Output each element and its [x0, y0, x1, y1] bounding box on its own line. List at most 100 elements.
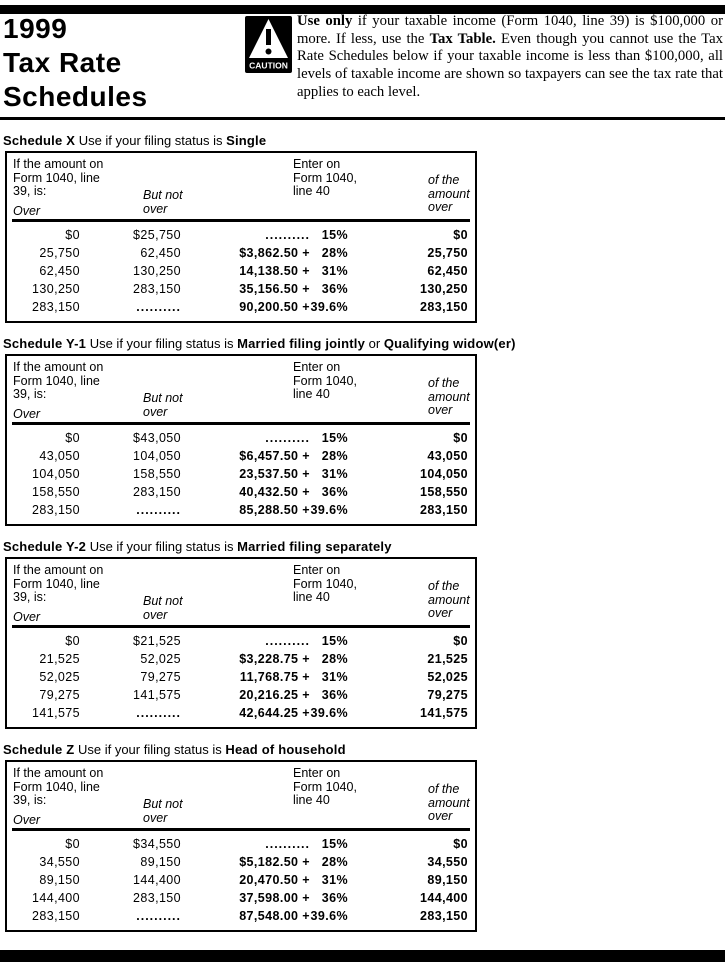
header-line: over [143, 404, 168, 419]
cell-tax-base: 90,200.50 + [239, 300, 310, 314]
cell-but-not-over: 52,025 [140, 652, 181, 666]
cell-over: 141,575 [32, 706, 80, 720]
cell-but-not-over: $34,550 [133, 837, 181, 851]
text-segment: Married filing jointly [237, 336, 366, 351]
header-line: Form 1040, line [13, 779, 100, 794]
tax-bracket-row: 25,750 62,450 $3,862.50 + 28% 25,750 [7, 244, 475, 262]
header-line: Enter on [293, 563, 341, 577]
header-line: over [143, 607, 168, 622]
column-header-amount-over: of the amount over [428, 579, 470, 621]
header-line: Form 1040, line [13, 373, 100, 388]
tax-bracket-row: 62,450 130,250 14,138.50 + 31% 62,450 [7, 262, 475, 280]
cell-tax-base: 42,644.25 + [239, 706, 310, 720]
text-segment: Single [226, 133, 267, 148]
cell-tax-base: $5,182.50 + [239, 855, 310, 869]
tax-bracket-row: $0 $34,550.......... 15% $0 [7, 835, 475, 853]
cell-tax-base: 35,156.50 + [239, 282, 310, 296]
header-line: Form 1040, [293, 170, 357, 185]
text-segment: Use if your filing status is [75, 133, 227, 148]
schedule-section: Schedule Y-1 Use if your filing status i… [0, 337, 725, 526]
text-segment: Use if your filing status is [74, 742, 226, 757]
header-line: amount [428, 389, 470, 404]
tax-rate-table: If the amount on Form 1040, line 39, is:… [5, 151, 477, 323]
cell-tax-rate: 39.6% [310, 300, 348, 314]
schedule-section: Schedule Y-2 Use if your filing status i… [0, 540, 725, 729]
header-rule [12, 219, 470, 222]
schedule-title: Schedule Y-1 Use if your filing status i… [0, 337, 725, 351]
header-line: of the [428, 579, 460, 593]
cell-over: 52,025 [39, 670, 80, 684]
schedule-title: Schedule Y-2 Use if your filing status i… [0, 540, 725, 554]
column-header-but-not-over: But not over [143, 188, 183, 216]
cell-tax-rate: 39.6% [310, 706, 348, 720]
column-header-enter-on: Enter on Form 1040, line 40 [293, 360, 357, 402]
cell-amount-over: 283,150 [420, 300, 468, 314]
cell-over: 79,275 [39, 688, 80, 702]
tax-rate-table: If the amount on Form 1040, line 39, is:… [5, 557, 477, 729]
column-header-over: If the amount on Form 1040, line 39, is:… [13, 360, 103, 421]
header-line: line 40 [293, 793, 330, 807]
cell-amount-over: 62,450 [427, 264, 468, 278]
page-title-line: 1999 [3, 13, 68, 44]
column-header-but-not-over: But not over [143, 797, 183, 825]
cell-tax-base: 40,432.50 + [239, 485, 310, 499]
header-line: Form 1040, line [13, 576, 100, 591]
schedule-title: Schedule X Use if your filing status is … [0, 134, 725, 148]
header-line: amount [428, 795, 470, 810]
header-line: Enter on [293, 157, 341, 171]
header-line: 39, is: [13, 590, 47, 604]
column-header-enter-on: Enter on Form 1040, line 40 [293, 766, 357, 808]
cell-tax-base: 20,470.50 + [239, 873, 310, 887]
cell-tax-rate: 36% [321, 891, 348, 905]
table-header: If the amount on Form 1040, line 39, is:… [7, 356, 475, 422]
caution-icon-label: CAUTION [249, 61, 288, 71]
header-line: Enter on [293, 766, 341, 780]
header-line: over [428, 606, 453, 620]
cell-tax-rate: 39.6% [310, 909, 348, 923]
cell-but-not-over: 283,150 [133, 282, 181, 296]
header-line: If the amount on [13, 563, 104, 577]
cell-amount-over: 104,050 [420, 467, 468, 481]
page-title-line: Tax Rate [3, 47, 122, 78]
cell-tax-base: 20,216.25 + [239, 688, 310, 702]
header-line: Over [13, 406, 41, 421]
tax-bracket-row: 141,575.......... 42,644.25 +39.6% 141,575 [7, 704, 475, 722]
cell-amount-over: 283,150 [420, 503, 468, 517]
text-segment: Use if your filing status is [86, 539, 238, 554]
header-line: But not [143, 188, 183, 202]
header-line: Over [13, 812, 41, 827]
cell-amount-over: 141,575 [420, 706, 468, 720]
cell-over: 62,450 [39, 264, 80, 278]
text-segment: only [325, 13, 353, 29]
cell-amount-over: 130,250 [420, 282, 468, 296]
cell-but-not-over: .......... [136, 300, 181, 314]
cell-over: 89,150 [39, 873, 80, 887]
cell-over: 104,050 [32, 467, 80, 481]
column-header-over: If the amount on Form 1040, line 39, is:… [13, 563, 104, 624]
header-line: Form 1040, line [13, 170, 100, 185]
table-body: $0 $43,050.......... 15% $0 43,050 104,050 $6,… [7, 425, 475, 524]
table-header: If the amount on Form 1040, line 39, is:… [7, 153, 475, 219]
header-line: over [428, 809, 453, 823]
cell-over: 25,750 [39, 246, 80, 260]
tax-bracket-row: $0 $21,525.......... 15% $0 [7, 632, 475, 650]
cell-over: $0 [65, 431, 80, 445]
column-header-amount-over: of the amount over [428, 376, 470, 418]
cell-amount-over: 52,025 [427, 670, 468, 684]
cell-tax-rate: 36% [321, 688, 348, 702]
header-line: of the [428, 782, 460, 796]
cell-but-not-over: $21,525 [133, 634, 181, 648]
column-header-amount-over: of the amount over [428, 782, 470, 824]
header-line: of the [428, 376, 460, 390]
header-line: Over [13, 609, 41, 624]
cell-over: 283,150 [32, 909, 80, 923]
tax-bracket-row: 158,550 283,150 40,432.50 + 36% 158,550 [7, 483, 475, 501]
header-line: But not [143, 391, 183, 405]
header-line: 39, is: [13, 184, 47, 198]
text-segment: Qualifying widow(er) [383, 336, 516, 351]
text-segment: Schedule X [3, 133, 76, 148]
header-line: 39, is: [13, 793, 47, 807]
cell-but-not-over: .......... [136, 503, 181, 517]
cell-tax-base: 87,548.00 + [239, 909, 310, 923]
header-line: But not [143, 594, 183, 608]
